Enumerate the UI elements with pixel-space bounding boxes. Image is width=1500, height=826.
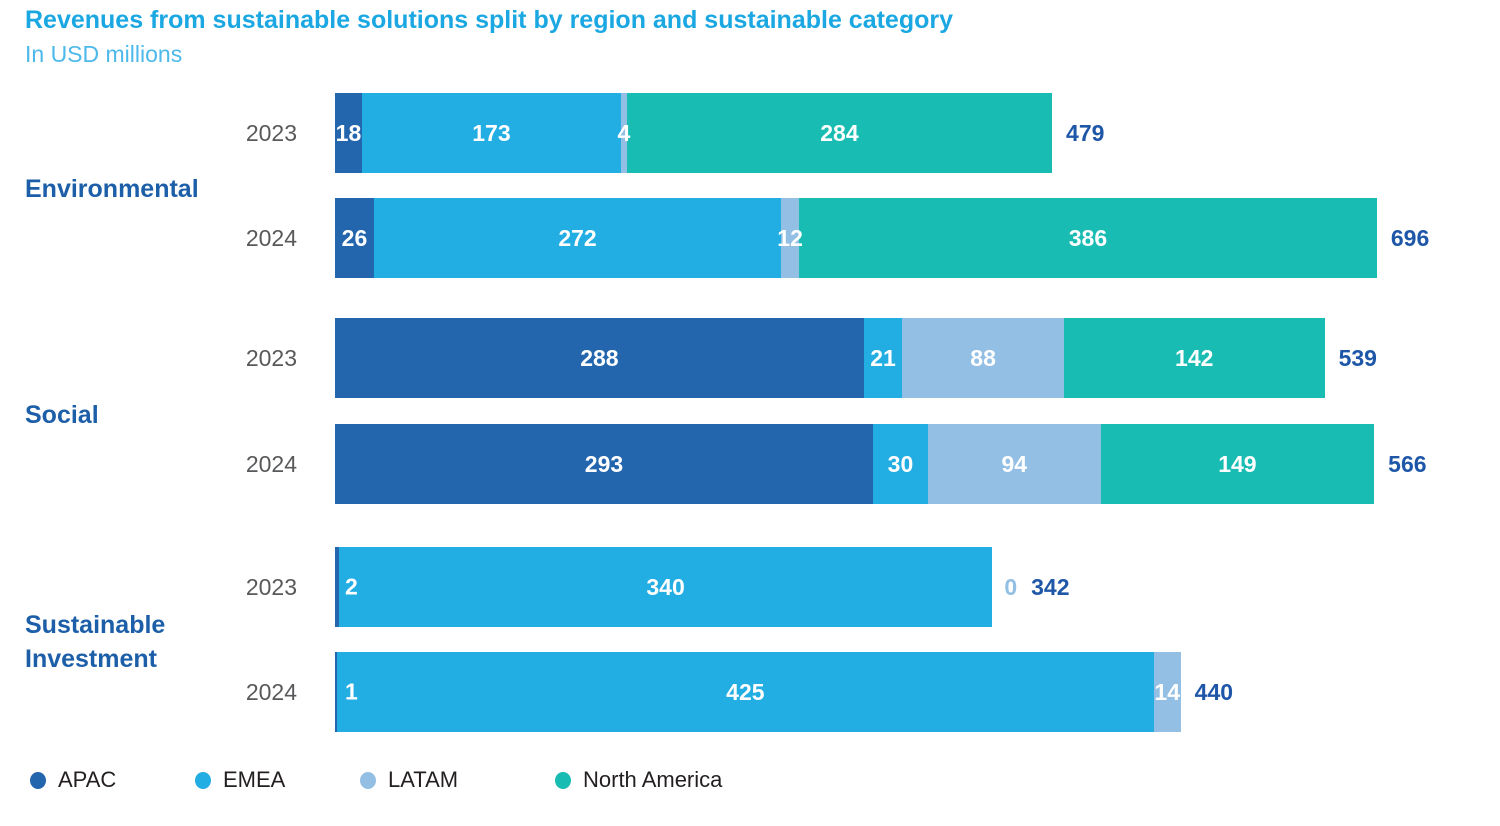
segment-value-label: 21 (870, 344, 896, 371)
category-label-line: Environmental (25, 175, 199, 203)
bar-segment-apac: 2 (335, 547, 358, 627)
legend-label: EMEA (223, 767, 286, 792)
segment-value-label: 14 (1154, 678, 1181, 705)
bar-segment-apac: 1 (335, 652, 358, 732)
segment-value-label: 293 (584, 450, 624, 477)
segment-value-label: 272 (558, 224, 597, 251)
legend-label: APAC (58, 767, 117, 792)
bar-segment-north-america: 284 (626, 93, 1053, 173)
category-label-line: Social (25, 401, 99, 429)
outside-zero-label-latam: 0 (1004, 573, 1018, 600)
legend-dot-north-america-icon (555, 771, 571, 789)
year-label: 2023 (245, 119, 297, 146)
segment-value-label: 284 (820, 119, 859, 146)
segment-value-label: 173 (472, 119, 511, 146)
bar-segment-latam: 12 (777, 198, 803, 278)
total-label: 342 (1031, 573, 1070, 600)
segment-value-label: 2 (345, 573, 358, 600)
year-label: 2023 (245, 344, 297, 371)
bar-row-environmental-2024: 2024 26 272 12 386 696 (0, 198, 1429, 278)
year-label: 2024 (245, 224, 297, 251)
year-label: 2023 (245, 573, 297, 600)
segment-value-label: 340 (646, 573, 685, 600)
total-label: 696 (1390, 224, 1430, 251)
segment-value-label: 1 (345, 678, 358, 705)
segment-value-label: 142 (1175, 344, 1214, 371)
segment-value-label: 94 (1001, 450, 1028, 477)
category-label-line: Investment (25, 645, 157, 673)
total-label: 539 (1338, 344, 1377, 371)
legend-dot-latam-icon (360, 771, 376, 789)
stacked-bar: 293 30 94 149 (335, 424, 1375, 504)
bar-row-environmental-2023: 2023 18 173 4 284 479 (0, 93, 1104, 173)
legend-label: North America (583, 767, 723, 792)
bar-segment-latam: 4 (618, 93, 630, 173)
segment-value-label: 88 (970, 344, 996, 371)
segment-value-label: 30 (887, 450, 914, 477)
segment-value-label: 149 (1218, 450, 1257, 477)
bar-segment-emea: 425 (336, 652, 1154, 732)
segment-value-label: 26 (341, 224, 368, 251)
segment-value-label: 425 (726, 678, 765, 705)
stacked-bar: 1 425 14 (335, 652, 1181, 732)
category-label-line: Sustainable (25, 611, 166, 639)
category-label-sustainable-investment: Sustainable Investment (25, 608, 165, 676)
legend-label: LATAM (388, 767, 459, 792)
bar-segment-emea: 340 (338, 547, 993, 627)
bar-segment-apac: 288 (335, 318, 864, 398)
bar-row-sustainable-investment-2024: 2024 1 425 14 440 (0, 652, 1233, 732)
bar-segment-emea: 173 (361, 93, 621, 173)
total-label: 479 (1066, 119, 1105, 146)
bar-segment-north-america: 142 (1063, 318, 1325, 398)
chart-subtitle: In USD millions (25, 41, 183, 67)
bar-segment-latam: 94 (928, 424, 1101, 504)
segment-value-label: 386 (1068, 224, 1108, 251)
bar-segment-apac: 26 (335, 198, 374, 278)
stacked-bar: 2 340 (335, 547, 993, 627)
stacked-bar: 18 173 4 284 (335, 93, 1053, 173)
bar-segment-apac: 18 (335, 93, 362, 173)
bar-segment-emea: 21 (863, 318, 903, 398)
category-label-environmental: Environmental (25, 172, 199, 206)
legend: APAC EMEA LATAM North America (30, 767, 722, 793)
segment-value-label: 4 (617, 119, 631, 146)
segment-value-label: 12 (777, 224, 803, 251)
legend-item-latam: LATAM (360, 767, 555, 793)
stacked-bar: 26 272 12 386 (335, 198, 1377, 278)
total-label: 566 (1388, 450, 1427, 477)
year-label: 2024 (245, 450, 297, 477)
total-label: 440 (1194, 678, 1234, 705)
bar-row-sustainable-investment-2023: 2023 2 340 0 342 (0, 547, 1069, 627)
legend-dot-emea-icon (195, 771, 211, 789)
segment-value-label: 18 (335, 119, 362, 146)
bar-segment-emea: 30 (872, 424, 929, 504)
bar-row-social-2024: 2024 293 30 94 149 566 (0, 424, 1427, 504)
legend-item-apac: APAC (30, 767, 195, 793)
stacked-bar: 288 21 88 142 (335, 318, 1325, 398)
bar-segment-latam: 14 (1153, 652, 1181, 732)
legend-item-north-america: North America (555, 767, 722, 793)
bar-segment-apac: 293 (335, 424, 873, 504)
year-label: 2024 (245, 678, 297, 705)
bar-row-social-2023: 2023 288 21 88 142 539 (0, 318, 1377, 398)
bar-segment-north-america: 386 (799, 198, 1377, 278)
bar-segment-emea: 272 (373, 198, 782, 278)
bar-segment-north-america: 149 (1100, 424, 1375, 504)
legend-item-emea: EMEA (195, 767, 360, 793)
legend-dot-apac-icon (30, 771, 46, 789)
bar-segment-latam: 88 (902, 318, 1064, 398)
chart-title: Revenues from sustainable solutions spli… (25, 6, 954, 34)
segment-value-label: 288 (580, 344, 619, 371)
category-label-social: Social (25, 398, 99, 432)
